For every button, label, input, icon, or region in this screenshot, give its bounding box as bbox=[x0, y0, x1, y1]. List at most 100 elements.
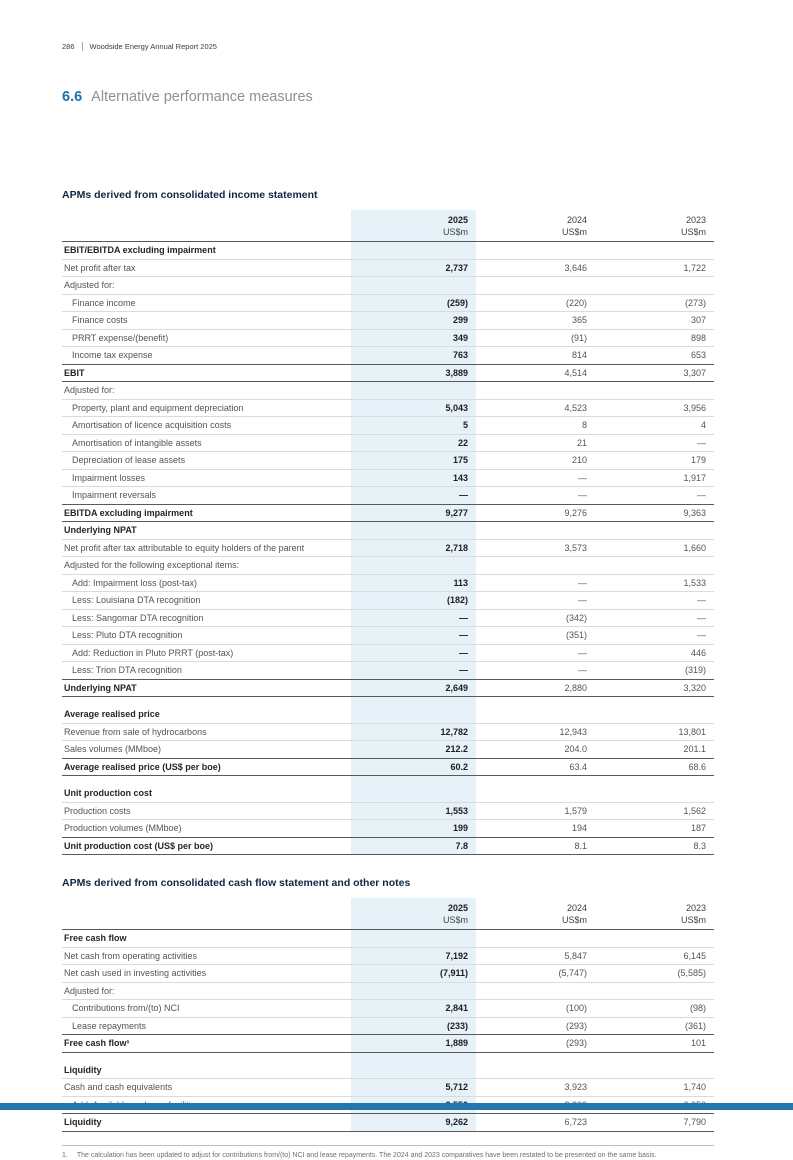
value-2025: 1,889 bbox=[351, 1035, 476, 1053]
value-2024: 63.4 bbox=[476, 759, 595, 776]
value-2025 bbox=[351, 706, 476, 724]
value-2023: 4 bbox=[595, 417, 714, 435]
table-row: Adjusted for the following exceptional i… bbox=[62, 557, 714, 575]
footer-bar bbox=[0, 1103, 793, 1110]
value-2025: — bbox=[351, 644, 476, 662]
row-label: Adjusted for: bbox=[62, 983, 351, 1000]
apm-table-block: APMs derived from consolidated income st… bbox=[62, 189, 731, 855]
table-row: Adjusted for: bbox=[62, 277, 714, 295]
row-label: Average realised price bbox=[62, 706, 351, 724]
value-2023: 307 bbox=[595, 312, 714, 330]
table-row: Average realised price bbox=[62, 706, 714, 724]
value-2024: 814 bbox=[476, 347, 595, 365]
value-2023 bbox=[595, 277, 714, 295]
section-number: 6.6 bbox=[62, 89, 83, 105]
value-2025: 349 bbox=[351, 329, 476, 347]
value-2025 bbox=[351, 277, 476, 295]
value-2023: — bbox=[595, 592, 714, 610]
row-label: Net profit after tax bbox=[62, 260, 351, 277]
column-header-2025: 2025 US$m bbox=[351, 210, 476, 242]
row-label: Depreciation of lease assets bbox=[62, 452, 351, 470]
value-2023: 68.6 bbox=[595, 759, 714, 776]
table-row: Free cash flow bbox=[62, 930, 714, 948]
value-2024 bbox=[476, 277, 595, 295]
value-2023 bbox=[595, 697, 714, 706]
value-2025: (7,911) bbox=[351, 965, 476, 983]
value-2024: 1,579 bbox=[476, 803, 595, 820]
value-2024: — bbox=[476, 645, 595, 662]
table-title: APMs derived from consolidated income st… bbox=[62, 189, 318, 201]
value-2023 bbox=[595, 1062, 714, 1079]
row-label: Revenue from sale of hydrocarbons bbox=[62, 724, 351, 741]
value-2025: 7.8 bbox=[351, 837, 476, 855]
value-2024: — bbox=[476, 662, 595, 680]
page-header: 286 Woodside Energy Annual Report 2025 bbox=[62, 0, 731, 51]
value-2024 bbox=[476, 785, 595, 803]
report-title: Woodside Energy Annual Report 2025 bbox=[89, 42, 217, 51]
value-2023: (273) bbox=[595, 295, 714, 312]
value-2024 bbox=[476, 242, 595, 260]
row-label: Liquidity bbox=[62, 1062, 351, 1079]
row-label: PRRT expense/(benefit) bbox=[62, 330, 351, 347]
value-2023 bbox=[595, 983, 714, 1000]
value-2025: 12,782 bbox=[351, 723, 476, 741]
table-row: Add: Impairment loss (post-tax) 113—1,533 bbox=[62, 574, 714, 592]
header-spacer bbox=[62, 210, 351, 242]
value-2025: — bbox=[351, 662, 476, 680]
value-2024: (342) bbox=[476, 610, 595, 627]
value-2025 bbox=[351, 697, 476, 706]
row-label: Free cash flow¹ bbox=[62, 1035, 351, 1053]
value-2024: 3,646 bbox=[476, 260, 595, 277]
value-2025: 2,649 bbox=[351, 679, 476, 697]
table-row: Less: Sangomar DTA recognition — (342) — bbox=[62, 609, 714, 627]
value-2023 bbox=[595, 930, 714, 948]
value-2023: (319) bbox=[595, 662, 714, 680]
table-row: Revenue from sale of hydrocarbons 12,782 1… bbox=[62, 723, 714, 741]
row-label: Property, plant and equipment depreciati… bbox=[62, 400, 351, 417]
section-heading: 6.6 Alternative performance measures bbox=[62, 89, 731, 105]
value-2024 bbox=[476, 1062, 595, 1079]
row-label: Underlying NPAT bbox=[62, 522, 351, 540]
value-2023: — bbox=[595, 487, 714, 505]
value-2025: — bbox=[351, 487, 476, 505]
row-label: Unit production cost bbox=[62, 785, 351, 803]
row-label: Add: Impairment loss (post-tax) bbox=[62, 575, 351, 592]
value-2024: (293) bbox=[476, 1035, 595, 1053]
value-2023: 3,956 bbox=[595, 400, 714, 417]
table-row: Less: Pluto DTA recognition — (351) — bbox=[62, 627, 714, 645]
table-row: Underlying NPAT 2,649 2,880 3,320 bbox=[62, 679, 714, 697]
row-label: EBIT bbox=[62, 365, 351, 382]
table-row: PRRT expense/(benefit) 349 (91) 898 bbox=[62, 329, 714, 347]
row-label: Contributions from/(to) NCI bbox=[62, 1000, 351, 1018]
value-2024: 8 bbox=[476, 417, 595, 435]
value-2025: 2,718 bbox=[351, 539, 476, 557]
value-2023: (98) bbox=[595, 1000, 714, 1018]
table-row: Finance costs 299 365 307 bbox=[62, 312, 714, 330]
value-2023: 1,562 bbox=[595, 803, 714, 820]
value-2023: (361) bbox=[595, 1018, 714, 1035]
column-header-2023: 2023 US$m bbox=[595, 898, 714, 930]
row-label: Liquidity bbox=[62, 1114, 351, 1132]
value-2025 bbox=[351, 242, 476, 260]
section-title: Alternative performance measures bbox=[91, 89, 313, 105]
value-2024: 210 bbox=[476, 452, 595, 470]
table-row: EBIT/EBITDA excluding impairment bbox=[62, 242, 714, 260]
value-2024 bbox=[476, 930, 595, 948]
value-2024: (100) bbox=[476, 1000, 595, 1018]
table-row: Sales volumes (MMboe) 212.2 204.0 201.1 bbox=[62, 741, 714, 759]
row-label: Less: Trion DTA recognition bbox=[62, 662, 351, 680]
value-2024: 2,880 bbox=[476, 680, 595, 697]
value-2023: 187 bbox=[595, 820, 714, 838]
spacer-row bbox=[62, 697, 714, 706]
row-label: Cash and cash equivalents bbox=[62, 1079, 351, 1097]
value-2024: (220) bbox=[476, 295, 595, 312]
value-2024: — bbox=[476, 470, 595, 487]
value-2023: 653 bbox=[595, 347, 714, 365]
row-label: Finance costs bbox=[62, 312, 351, 330]
table-row: Cash and cash equivalents 5,712 3,923 1,740 bbox=[62, 1079, 714, 1097]
table-row: Adjusted for: bbox=[62, 982, 714, 1000]
row-label: Net cash from operating activities bbox=[62, 948, 351, 965]
value-2024: — bbox=[476, 575, 595, 592]
value-2024: (91) bbox=[476, 330, 595, 347]
table-row: EBITDA excluding impairment 9,277 9,276 9,3… bbox=[62, 504, 714, 522]
